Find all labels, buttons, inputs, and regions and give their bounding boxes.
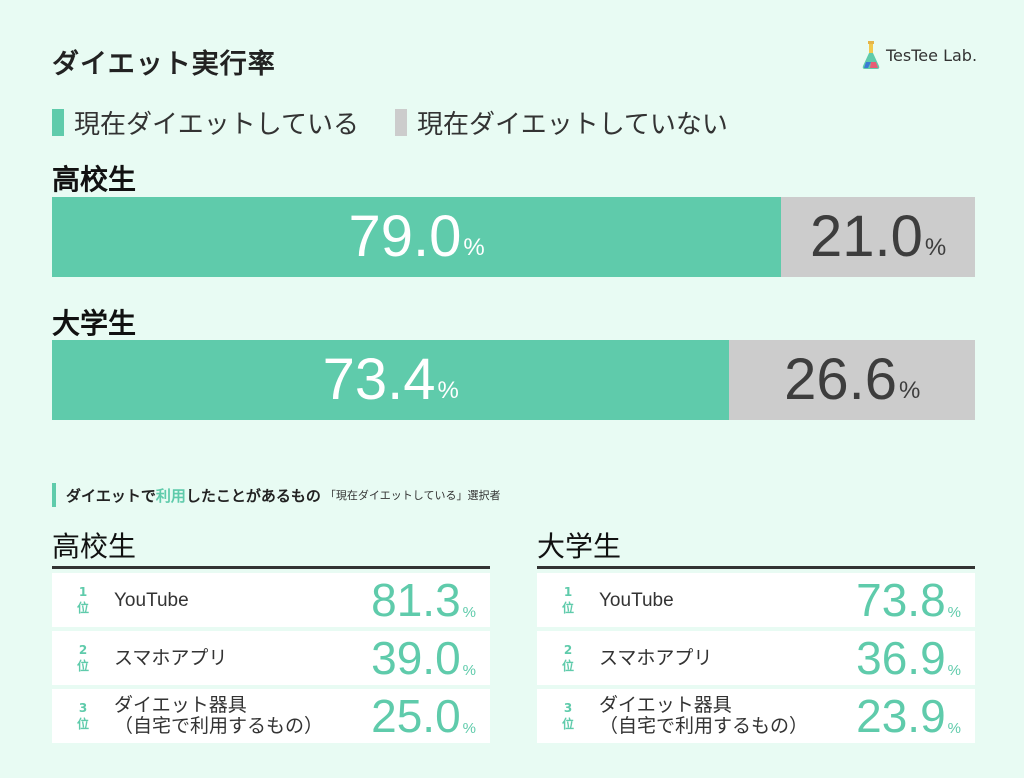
table-label: 高校生 [52,530,137,563]
legend: 現在ダイエットしている 現在ダイエットしていない [52,104,764,141]
rank-suffix: 位 [76,659,89,673]
rank-suffix: 位 [561,601,574,615]
bar-value-label: 73.4 [322,347,436,412]
section-title: ダイエットで 利用 したことがあるもの 「現在ダイエットしている」選択者 [52,483,500,507]
legend-swatch-gray [394,109,407,136]
item-score: 23.9% [856,689,961,743]
item-label: ダイエット器具 [114,695,247,716]
legend-item-not-dieting: 現在ダイエットしていない [394,104,728,141]
rank-number: 2 [563,643,573,657]
bar-value-label: 21.0 [809,204,923,269]
item-label: スマホアプリ [599,647,713,669]
item-score: 39.0% [371,631,476,685]
score-unit: % [947,720,961,737]
brand-logo: TesTee Lab. [862,40,977,70]
item-score: 73.8% [856,573,961,627]
item-label-note: （自宅で利用するもの） [114,716,324,737]
score-unit: % [462,604,476,621]
rank-number: 3 [78,701,88,715]
item-name: スマホアプリ [599,648,712,669]
score-value: 39.0 [371,632,461,684]
bar-segment-dieting: 73.4% [52,340,730,420]
brand-name: TesTee Lab. [886,45,978,65]
legend-swatch-green [52,109,64,136]
bar-segment-not-dieting: 21.0% [781,197,975,277]
table-row: 3 位ダイエット器具 （自宅で利用するもの） 25.0% [52,689,490,743]
bar-value-label: 26.6 [784,347,897,412]
item-label-note: （自宅で利用するもの） [599,716,809,737]
legend-label: 現在ダイエットしている [74,110,359,140]
table-row: 1 位 YouTube 73.8% [537,573,975,627]
rank-number: 3 [563,701,573,715]
bar-unit-label: % [437,377,459,404]
bar-category-label-university: 大学生 [52,307,137,340]
item-score: 36.9% [856,631,961,685]
divider [537,566,975,569]
score-unit: % [462,720,476,737]
rank-number: 2 [78,643,88,657]
item-label: スマホアプリ [114,647,228,669]
table-label: 大学生 [537,530,622,563]
bar-category-label-high-school: 高校生 [52,163,137,196]
table-row: 2 位スマホアプリ 39.0% [52,631,490,685]
item-score: 81.3% [371,573,476,627]
item-label: YouTube [114,589,189,611]
ranking-table-high-school: 高校生 1 位 YouTube 81.3% 2 位スマホアプリ 39.0% 3 位ダイエット器具… [52,530,490,743]
item-name: YouTube [114,590,189,611]
bar-row-high-school: 79.0% 21.0% [52,197,975,277]
item-label: ダイエット器具 [599,695,732,716]
score-value: 36.9 [856,632,946,684]
bar-segment-dieting: 79.0% [52,197,782,277]
section-marker [52,483,56,507]
rank-suffix: 位 [561,659,574,673]
table-row: 2 位スマホアプリ 36.9% [537,631,975,685]
legend-label: 現在ダイエットしていない [416,110,728,140]
rank-suffix: 位 [561,717,574,731]
bar-value-label: 79.0 [348,204,462,269]
rank-suffix: 位 [76,717,89,731]
flask-icon [862,41,880,69]
score-value: 25.0 [371,690,461,742]
rank-number: 1 [563,585,573,599]
item-name: ダイエット器具 （自宅で利用するもの） [599,695,808,737]
chart-title: ダイエット実行率 [52,49,276,80]
item-name: YouTube [599,590,674,611]
bar-unit-label: % [899,377,921,404]
divider [52,566,490,569]
score-unit: % [947,604,961,621]
table-row: 3 位ダイエット器具 （自宅で利用するもの） 23.9% [537,689,975,743]
rank-number: 1 [78,585,88,599]
item-name: ダイエット器具 （自宅で利用するもの） [114,695,323,737]
bar-unit-label: % [924,234,947,261]
bar-row-university: 73.4% 26.6% [52,340,975,420]
section-subtitle: 「現在ダイエットしている」選択者 [324,489,501,502]
score-value: 73.8 [856,574,946,626]
section-title-part: したことがあるもの [185,486,321,505]
table-row: 1 位 YouTube 81.3% [52,573,490,627]
section-title-highlight: 利用 [155,486,186,505]
item-label: YouTube [599,589,674,611]
rank-suffix: 位 [76,601,89,615]
score-unit: % [462,662,476,679]
score-value: 23.9 [856,690,946,742]
item-name: スマホアプリ [114,648,227,669]
legend-item-dieting: 現在ダイエットしている [52,104,359,141]
score-unit: % [947,662,961,679]
score-value: 81.3 [371,574,461,626]
section-title-part: ダイエットで [66,486,156,505]
bar-segment-not-dieting: 26.6% [729,340,975,420]
item-score: 25.0% [371,689,476,743]
bar-unit-label: % [463,234,485,261]
ranking-table-university: 大学生 1 位 YouTube 73.8% 2 位スマホアプリ 36.9% 3 位ダイエット器具… [537,530,975,743]
